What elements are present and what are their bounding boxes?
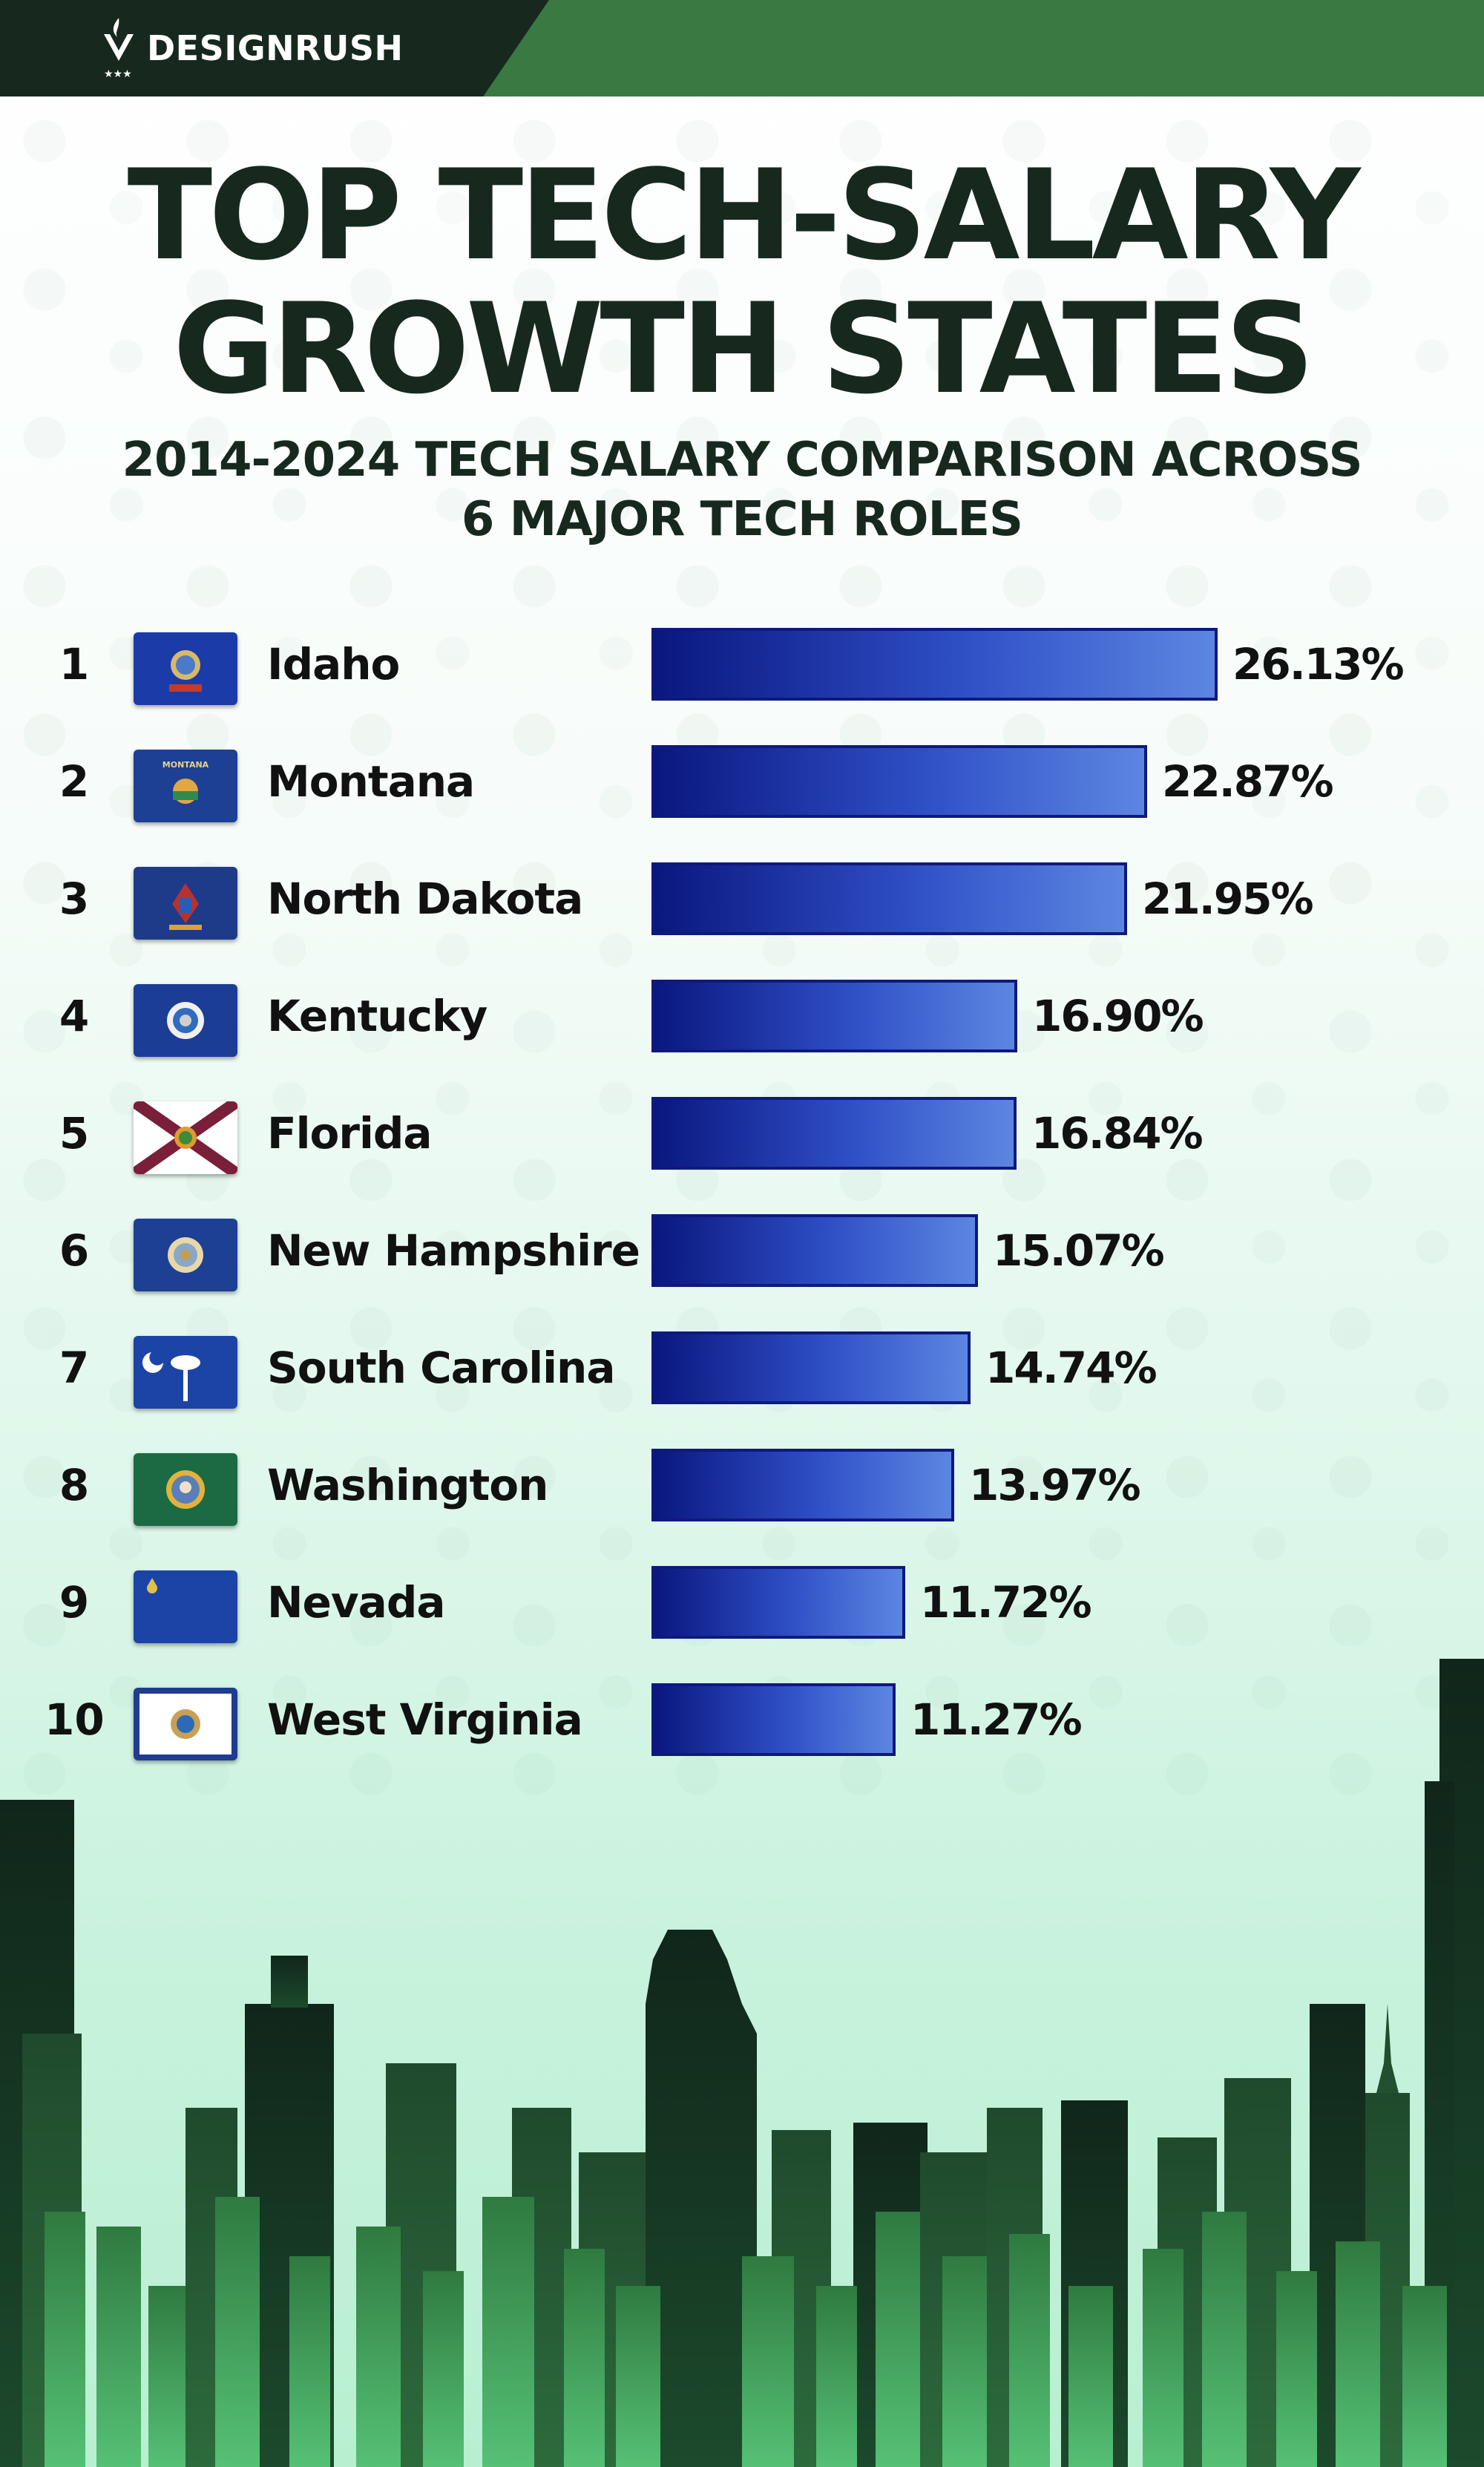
brand-name: DESIGNRUSH — [147, 28, 404, 68]
state-label: Nevada — [267, 1577, 445, 1628]
title-line-1: TOP TECH-SALARY — [127, 142, 1361, 288]
south-carolina-flag-icon — [134, 1336, 237, 1409]
bar — [651, 628, 1218, 701]
subtitle-line-2: 6 MAJOR TECH ROLES — [461, 492, 1023, 547]
state-label: South Carolina — [267, 1343, 615, 1393]
page-subtitle: 2014-2024 TECH SALARY COMPARISON ACROSS … — [0, 430, 1484, 549]
west-virginia-flag-icon — [134, 1688, 237, 1760]
data-label: 11.72% — [920, 1577, 1092, 1628]
subtitle-line-1: 2014-2024 TECH SALARY COMPARISON ACROSS — [122, 433, 1362, 488]
rank-label: 1 — [59, 639, 90, 689]
rank-label: 6 — [59, 1225, 90, 1276]
data-label: 22.87% — [1162, 756, 1334, 807]
table-row: 2 MONTANA Montana 22.87% — [0, 741, 1484, 822]
table-row: 8 Washington 13.97% — [0, 1444, 1484, 1526]
data-label: 26.13% — [1232, 639, 1405, 689]
table-row: 3 North Dakota 21.95% — [0, 858, 1484, 940]
table-row: 4 Kentucky 16.90% — [0, 975, 1484, 1057]
state-label: Montana — [267, 756, 475, 807]
data-label: 11.27% — [910, 1694, 1083, 1745]
rank-label: 8 — [59, 1460, 90, 1510]
header-bar: ★★★ DESIGNRUSH — [0, 0, 1484, 96]
rank-label: 2 — [59, 756, 90, 807]
bar — [651, 862, 1127, 935]
kentucky-flag-icon — [134, 984, 237, 1057]
table-row: 5 Florida 16.84% — [0, 1092, 1484, 1174]
bar — [651, 1449, 954, 1521]
state-label: Idaho — [267, 639, 400, 689]
bar — [651, 1683, 896, 1756]
rank-label: 10 — [45, 1694, 105, 1745]
table-row: 10 West Virginia 11.27% — [0, 1679, 1484, 1760]
table-row: 9 Nevada 11.72% — [0, 1562, 1484, 1643]
state-label: Kentucky — [267, 991, 487, 1041]
rank-label: 4 — [59, 991, 90, 1041]
brand[interactable]: ★★★ DESIGNRUSH — [98, 15, 404, 82]
rank-label: 7 — [59, 1343, 90, 1393]
new-hampshire-flag-icon — [134, 1219, 237, 1291]
city-skyline-illustration — [0, 1659, 1484, 2467]
north-dakota-flag-icon — [134, 867, 237, 940]
bar — [651, 1097, 1017, 1170]
state-label: North Dakota — [267, 874, 583, 924]
title-line-2: GROWTH STATES — [173, 276, 1315, 422]
bar — [651, 1331, 971, 1404]
montana-flag-icon: MONTANA — [134, 750, 237, 822]
rank-label: 9 — [59, 1577, 90, 1628]
state-label: Florida — [267, 1108, 432, 1159]
washington-flag-icon — [134, 1453, 237, 1526]
svg-text:MONTANA: MONTANA — [162, 760, 209, 770]
data-label: 14.74% — [985, 1343, 1158, 1393]
table-row: 7 South Carolina 14.74% — [0, 1327, 1484, 1409]
state-label: West Virginia — [267, 1694, 583, 1745]
state-label: Washington — [267, 1460, 548, 1510]
bar — [651, 980, 1017, 1052]
header-dark-panel — [0, 0, 549, 96]
table-row: 6 New Hampshire 15.07% — [0, 1210, 1484, 1291]
florida-flag-icon — [134, 1101, 237, 1174]
table-row: 1 Idaho 26.13% — [0, 623, 1484, 705]
rank-label: 3 — [59, 874, 90, 924]
data-label: 16.84% — [1031, 1108, 1204, 1159]
nevada-flag-icon — [134, 1570, 237, 1643]
bar — [651, 1566, 905, 1639]
svg-text:★★★: ★★★ — [104, 68, 132, 80]
designrush-logo-icon: ★★★ — [98, 15, 139, 82]
page-title: TOP TECH-SALARY GROWTH STATES — [0, 148, 1484, 416]
data-label: 13.97% — [969, 1460, 1141, 1510]
rank-label: 5 — [59, 1108, 90, 1159]
bar — [651, 745, 1147, 818]
idaho-flag-icon — [134, 632, 237, 705]
bar — [651, 1214, 978, 1287]
data-label: 15.07% — [993, 1225, 1165, 1276]
state-label: New Hampshire — [267, 1225, 640, 1276]
data-label: 21.95% — [1142, 874, 1314, 924]
data-label: 16.90% — [1032, 991, 1204, 1041]
